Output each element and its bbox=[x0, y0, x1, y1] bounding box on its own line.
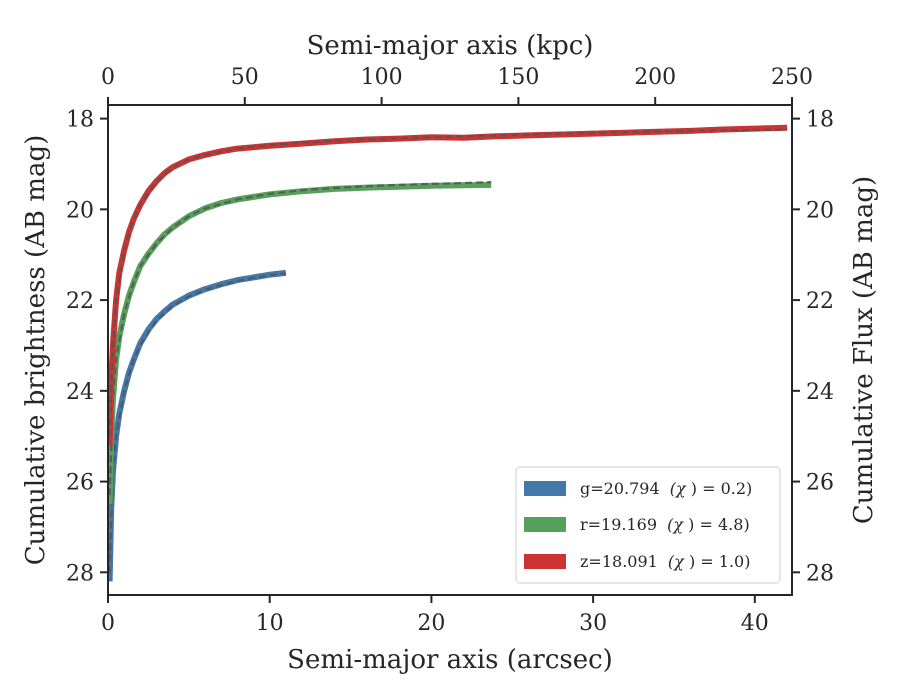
right-y-axis: 18 20 22 24 26 28 bbox=[792, 108, 834, 586]
legend-entry-r-chi: (χ bbox=[667, 515, 684, 534]
legend-entry-z-chi-value: ) = 1.0) bbox=[689, 552, 751, 571]
right-y-tick-label: 22 bbox=[806, 289, 834, 314]
right-y-axis-title: Cumulative Flux (AB mag) bbox=[849, 176, 879, 524]
top-x-tick-label: 150 bbox=[497, 65, 539, 90]
bottom-x-axis: 0 10 20 30 40 bbox=[101, 595, 769, 636]
y-tick-label: 20 bbox=[66, 198, 94, 223]
legend-entry-r-name: r=19.169 bbox=[580, 515, 657, 534]
y-tick-label: 24 bbox=[66, 380, 94, 405]
legend-swatch-g bbox=[524, 481, 566, 496]
legend-entry-r-chi-value: ) = 4.8) bbox=[688, 515, 750, 534]
model-line-2 bbox=[108, 128, 788, 437]
model-line-1 bbox=[108, 181, 492, 496]
top-x-tick-label: 100 bbox=[361, 65, 403, 90]
right-y-tick-label: 20 bbox=[806, 198, 834, 223]
top-x-tick-label: 50 bbox=[231, 65, 259, 90]
right-y-tick-label: 28 bbox=[806, 561, 834, 586]
top-x-tick-label: 200 bbox=[634, 65, 676, 90]
x-tick-label: 20 bbox=[417, 611, 445, 636]
x-axis-title: Semi-major axis (arcsec) bbox=[287, 645, 613, 675]
y-tick-label: 18 bbox=[66, 108, 94, 133]
legend-entry-g-name: g=20.794 bbox=[580, 479, 660, 498]
plot-area bbox=[108, 124, 788, 582]
legend-swatch-r bbox=[524, 517, 566, 532]
legend-entry-g: g=20.794 (χ ) = 0.2) bbox=[580, 479, 752, 498]
top-x-tick-label: 250 bbox=[771, 65, 813, 90]
axes-frame bbox=[107, 104, 793, 596]
top-x-axis-title: Semi-major axis (kpc) bbox=[307, 31, 594, 61]
right-y-tick-label: 18 bbox=[806, 108, 834, 133]
legend-entry-g-chi: (χ bbox=[670, 479, 687, 498]
top-x-axis: 0 50 100 150 200 250 bbox=[101, 65, 813, 105]
y-tick-label: 26 bbox=[66, 471, 94, 496]
right-y-tick-label: 24 bbox=[806, 380, 834, 405]
legend-entry-z-chi: (χ bbox=[668, 552, 685, 571]
y-tick-label: 22 bbox=[66, 289, 94, 314]
legend-entry-z: z=18.091 (χ ) = 1.0) bbox=[580, 552, 750, 571]
top-x-tick-label: 0 bbox=[101, 65, 115, 90]
legend-entry-z-name: z=18.091 bbox=[580, 552, 658, 571]
legend-entry-g-chi-value: ) = 0.2) bbox=[691, 479, 753, 498]
y-tick-label: 28 bbox=[66, 561, 94, 586]
series-line-0 bbox=[108, 269, 287, 582]
right-y-tick-label: 26 bbox=[806, 471, 834, 496]
left-y-axis: 18 20 22 24 26 28 bbox=[66, 108, 108, 586]
legend-swatch-z bbox=[524, 554, 566, 569]
x-tick-label: 0 bbox=[101, 611, 115, 636]
x-tick-label: 10 bbox=[256, 611, 284, 636]
legend-box bbox=[515, 466, 781, 584]
y-axis-title: Cumulative brightness (AB mag) bbox=[21, 135, 51, 566]
x-tick-label: 30 bbox=[579, 611, 607, 636]
legend-entry-r: r=19.169 (χ ) = 4.8) bbox=[580, 515, 750, 534]
x-tick-label: 40 bbox=[741, 611, 769, 636]
legend: g=20.794 (χ ) = 0.2) r=19.169 (χ ) = 4.8… bbox=[515, 466, 781, 584]
model-line-0 bbox=[108, 272, 287, 573]
